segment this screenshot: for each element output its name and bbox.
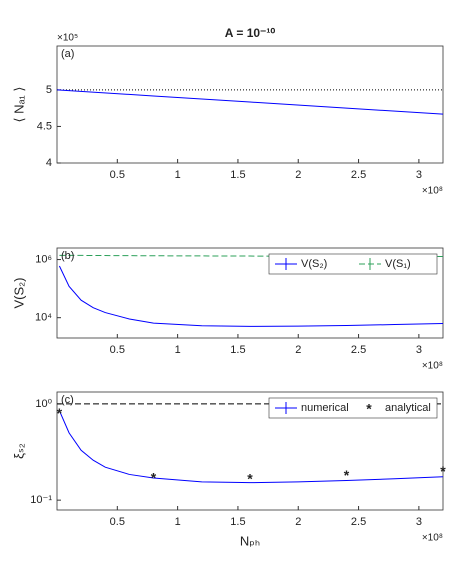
x-tick-label: 1 <box>175 169 181 181</box>
chart-title: A = 10⁻¹⁰ <box>225 26 276 40</box>
legend-marker: * <box>366 401 372 417</box>
y-tick-label: 10⁰ <box>35 398 52 410</box>
plot-area <box>56 45 444 164</box>
x-tick-label: 0.5 <box>110 344 125 356</box>
y-tick-label: 10⁴ <box>35 312 52 324</box>
x-exponent: ×10⁸ <box>422 533 443 544</box>
x-exponent: ×10⁸ <box>422 186 443 197</box>
x-axis-label: Nₚₕ <box>240 533 260 548</box>
x-tick-label: 0.5 <box>110 516 125 528</box>
y-tick-label: 5 <box>46 84 52 96</box>
y-axis-label: V(S₂) <box>11 277 26 308</box>
x-tick-label: 1.5 <box>230 344 245 356</box>
series-line <box>58 410 444 484</box>
x-exponent: ×10⁸ <box>422 361 443 372</box>
x-tick-label: 2.5 <box>351 169 366 181</box>
x-tick-label: 2.5 <box>351 516 366 528</box>
panel-label: (a) <box>61 48 74 60</box>
legend-box <box>268 253 438 275</box>
panel-label: (c) <box>61 394 74 406</box>
marker: * <box>344 467 350 483</box>
y-axis-label: ⟨ Nₐ₁ ⟩ <box>11 87 26 123</box>
x-tick-label: 2 <box>295 516 301 528</box>
x-tick-label: 2 <box>295 344 301 356</box>
x-tick-label: 2 <box>295 169 301 181</box>
legend-label: analytical <box>385 402 431 414</box>
y-axis-label: ξₛ₂ <box>11 443 26 459</box>
series-line <box>58 265 444 327</box>
x-tick-label: 3 <box>416 516 422 528</box>
y-exponent: ×10⁵ <box>57 33 78 44</box>
marker: * <box>57 405 63 421</box>
x-tick-label: 3 <box>416 169 422 181</box>
panel-label: (b) <box>61 250 74 262</box>
legend-label: V(S₁) <box>385 258 411 270</box>
x-tick-label: 1.5 <box>230 169 245 181</box>
x-tick-label: 2.5 <box>351 344 366 356</box>
legend-box <box>268 397 438 419</box>
x-tick-label: 3 <box>416 344 422 356</box>
y-tick-label: 4 <box>46 157 52 169</box>
x-tick-label: 1 <box>175 344 181 356</box>
x-tick-label: 1.5 <box>230 516 245 528</box>
series-line <box>56 89 444 115</box>
marker: * <box>151 469 157 485</box>
marker: * <box>247 471 253 487</box>
x-tick-label: 1 <box>175 516 181 528</box>
legend-label: numerical <box>301 402 349 414</box>
x-tick-label: 0.5 <box>110 169 125 181</box>
y-tick-label: 10⁻¹ <box>30 494 52 506</box>
legend-label: V(S₂) <box>301 258 327 270</box>
y-tick-label: 10⁶ <box>35 253 52 265</box>
y-tick-label: 4.5 <box>37 120 52 132</box>
marker: * <box>440 463 446 479</box>
